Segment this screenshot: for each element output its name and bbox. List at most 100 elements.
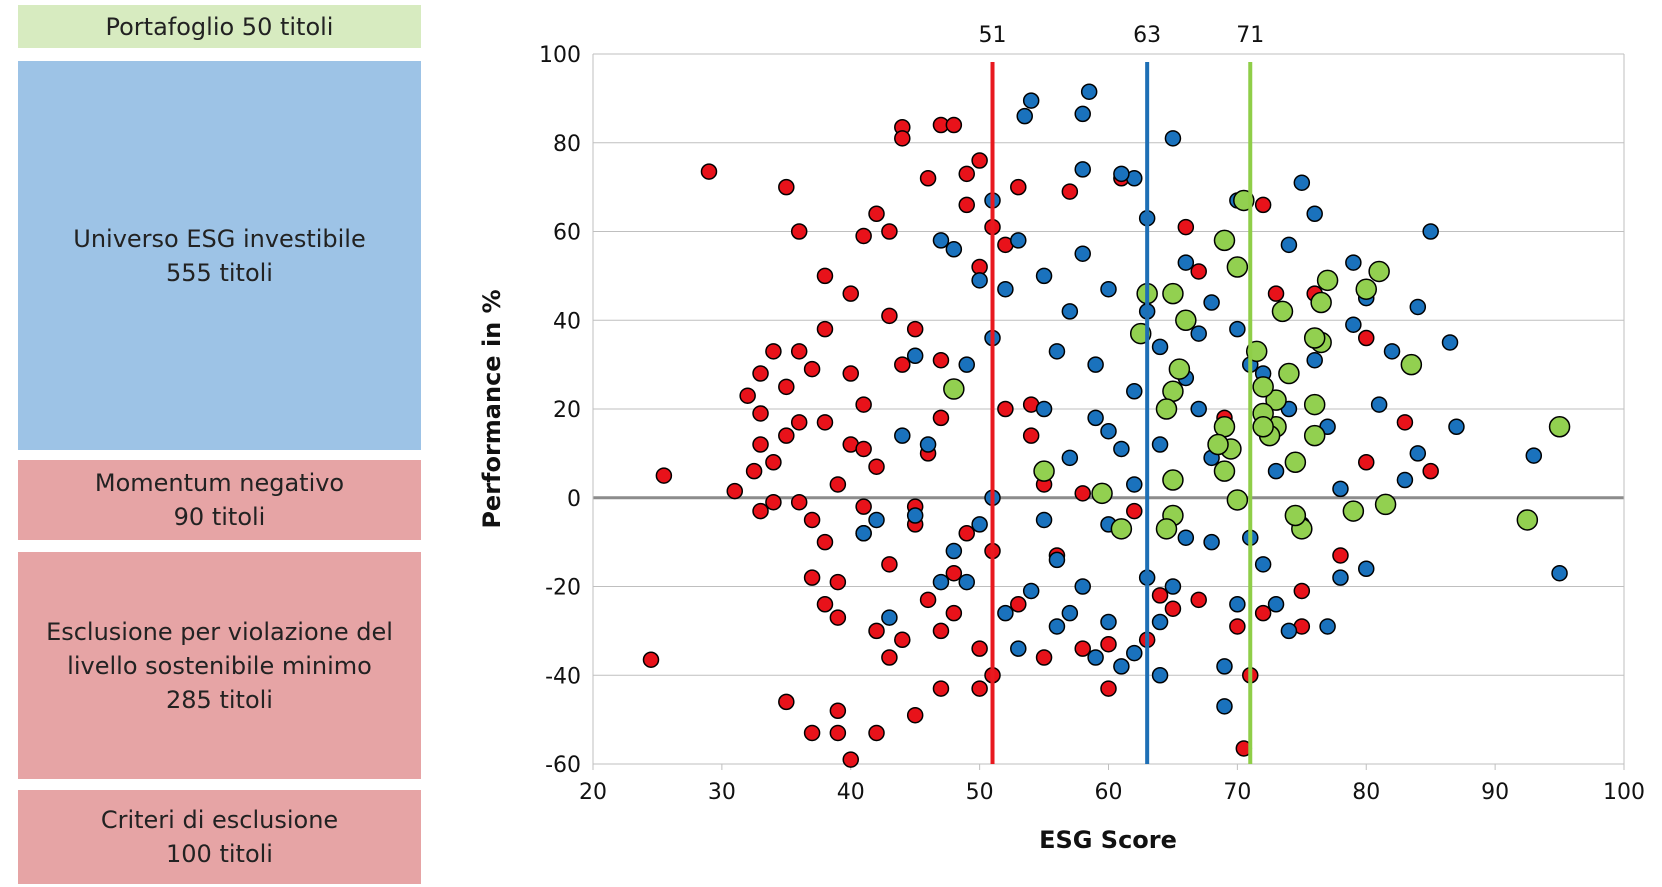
panel-text: Esclusione per violazione del [46,617,393,646]
scatter-point [829,476,847,493]
scatter-point [1525,447,1543,464]
panel-text: livello sostenibile minimo [67,651,372,680]
scatter-point [1213,416,1236,438]
scatter-point [1190,400,1207,418]
scatter-point [881,307,898,325]
scatter-point [932,351,950,369]
scatter-point [1265,389,1287,411]
scatter-point [1267,596,1285,613]
scatter-point [1091,482,1113,505]
scatter-point [790,223,808,240]
scatter-point [842,285,859,302]
scatter-point [739,387,756,404]
scatter-point [945,116,963,134]
scatter-point [1061,183,1079,200]
scatter-point [816,596,834,613]
scatter-point [1100,635,1117,653]
scatter-point [1087,649,1104,666]
scatter-point [816,533,834,551]
scatter-point [1271,300,1294,323]
scatter-point [1548,416,1571,438]
scatter-point [1061,449,1079,467]
scatter-point [932,232,950,249]
y-tick-label: 80 [553,132,581,157]
scatter-point [1164,600,1182,617]
scatter-point [1267,462,1285,480]
scatter-point [829,609,847,626]
scatter-point [1080,83,1098,100]
scatter-point [906,320,924,338]
scatter-point [726,482,744,500]
scatter-point [1177,218,1195,236]
scatter-point [1155,518,1178,540]
scatter-point [1213,460,1236,482]
y-tick-label: 60 [553,221,581,246]
scatter-point [945,604,963,622]
scatter-point [1303,393,1326,416]
scatter-point [700,163,718,180]
scatter-point [1010,596,1027,613]
scatter-point [1316,269,1339,292]
panel-text: Criteri di esclusione [100,806,339,834]
scatter-point [816,414,834,431]
panel-text: 285 titoli [166,685,273,714]
scatter-point [855,440,872,458]
scatter-point [1074,245,1091,262]
scatter-point [778,378,795,396]
scatter-point [855,396,872,413]
scatter-point [642,651,660,668]
scatter-point [1216,658,1233,675]
scatter-point [1074,640,1091,657]
scatter-point [1164,578,1182,595]
scatter-point [1126,502,1143,520]
panel-box: Esclusione per violazione del livello sos… [18,552,421,779]
scatter-point [868,622,885,640]
panel-box: Universo ESG investibile 555 titoli [18,61,421,450]
scatter-point [1203,294,1220,311]
scatter-point [958,573,975,591]
scatter-point [1113,165,1130,183]
scatter-point [1396,414,1414,431]
scatter-point [1113,440,1130,458]
scatter-point [1284,504,1307,527]
y-tick-label: 0 [567,487,581,512]
scatter-point [958,196,975,214]
scatter-point [881,223,898,240]
scatter-point [881,609,898,626]
scatter-point [1022,427,1040,444]
scatter-point [790,493,808,511]
x-tick-label: 80 [1352,780,1380,805]
scatter-point [1164,130,1182,147]
scatter-point [752,365,769,382]
scatter-point [1022,582,1040,600]
x-tick-label: 60 [1095,780,1123,805]
panel-text: 555 titoli [166,258,273,287]
scatter-point [945,542,963,560]
scatter-point [842,365,859,382]
x-tick-label: 90 [1481,780,1509,805]
scatter-point [1177,254,1195,271]
scatter-point [803,511,821,529]
scatter-point [1190,591,1207,609]
scatter-point [752,502,769,520]
scatter-point [1035,511,1053,529]
scatter-point [1422,223,1439,240]
scatter-point [1345,316,1362,333]
scatter-point [868,205,885,222]
scatter-point [1306,205,1323,222]
scatter-point [1293,582,1311,600]
y-tick-label: 40 [553,309,581,334]
scatter-point [971,640,988,657]
scatter-point [1254,604,1272,622]
x-tick-label: 100 [1603,780,1645,805]
scatter-point [790,414,808,431]
panel-text: 100 titoli [166,840,273,868]
scatter-point [1100,613,1117,631]
scatter-point [1332,547,1349,564]
scatter-point [943,378,965,400]
scatter-point [816,320,834,338]
scatter-point [1280,622,1298,640]
scatter-point [1177,529,1195,546]
scatter-point [971,152,988,169]
